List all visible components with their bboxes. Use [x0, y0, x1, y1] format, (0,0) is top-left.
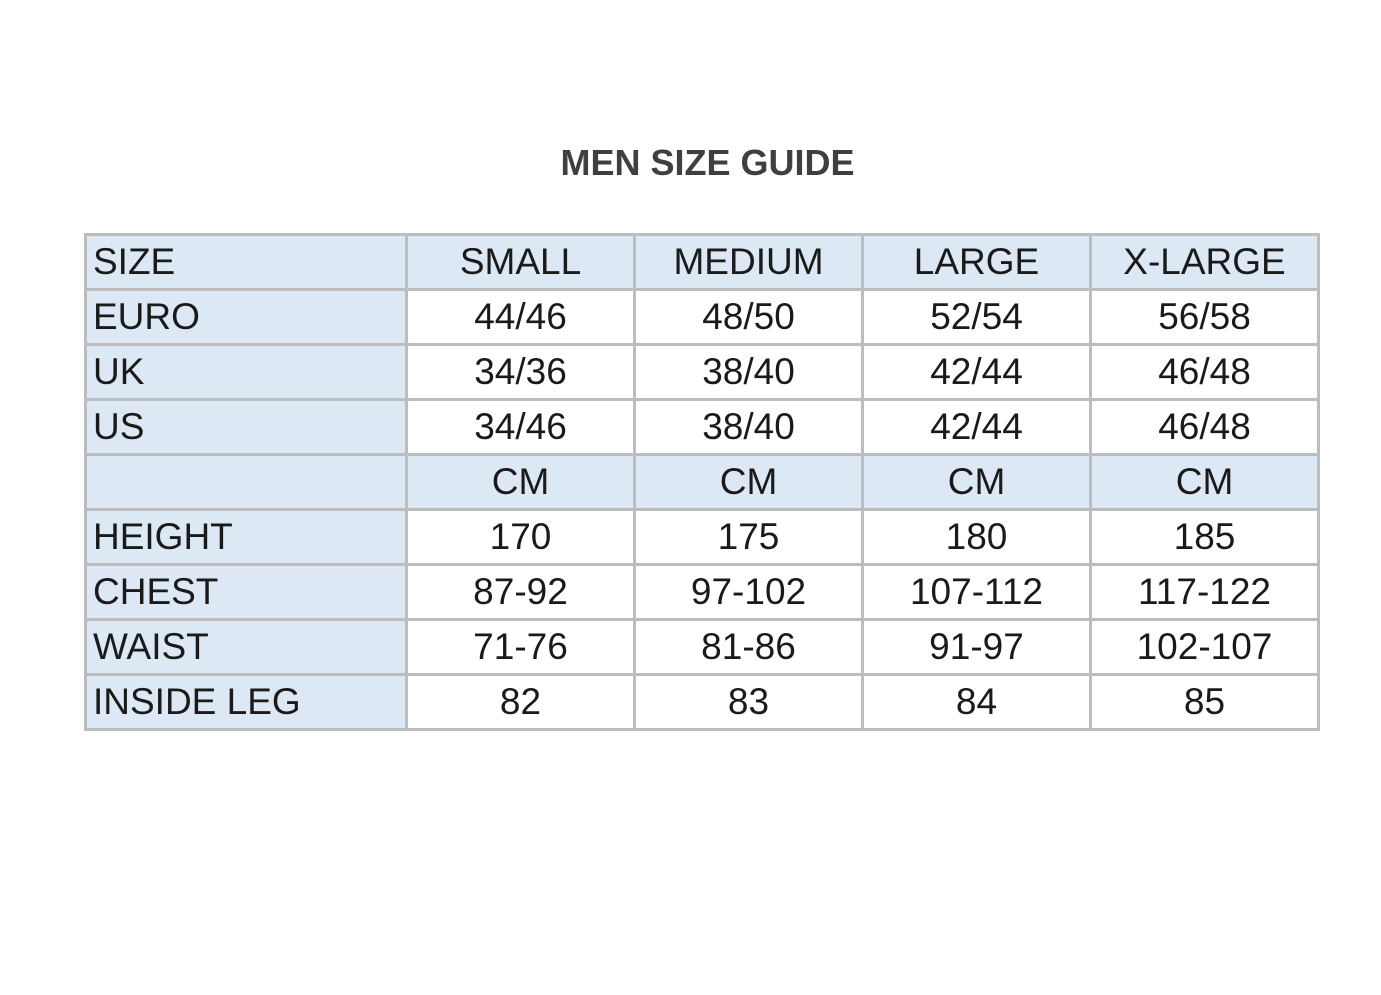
table-cell: X-LARGE	[1089, 233, 1320, 291]
table-cell: CM	[405, 453, 636, 511]
table-row: CHEST 87-92 97-102 107-112 117-122	[84, 563, 1320, 621]
table-row: CM CM CM CM	[84, 453, 1320, 511]
table-cell: 71-76	[405, 618, 636, 676]
table-cell: 87-92	[405, 563, 636, 621]
table-cell: LARGE	[861, 233, 1092, 291]
table-cell: 82	[405, 673, 636, 731]
row-label: WAIST	[84, 618, 408, 676]
table-cell: 34/36	[405, 343, 636, 401]
row-label	[84, 453, 408, 511]
table-cell: 42/44	[861, 343, 1092, 401]
row-label: SIZE	[84, 233, 408, 291]
table-cell: 34/46	[405, 398, 636, 456]
row-label: EURO	[84, 288, 408, 346]
table-cell: 46/48	[1089, 398, 1320, 456]
table-cell: 170	[405, 508, 636, 566]
table-cell: CM	[861, 453, 1092, 511]
page-title: MEN SIZE GUIDE	[560, 142, 855, 183]
table-cell: 180	[861, 508, 1092, 566]
table-cell: 46/48	[1089, 343, 1320, 401]
table-cell: 56/58	[1089, 288, 1320, 346]
size-table: SIZE SMALL MEDIUM LARGE X-LARGE EURO 44/46 48/5…	[84, 233, 1320, 731]
table-cell: MEDIUM	[633, 233, 864, 291]
table-cell: CM	[1089, 453, 1320, 511]
table-cell: 85	[1089, 673, 1320, 731]
table-cell: 44/46	[405, 288, 636, 346]
table-cell: 175	[633, 508, 864, 566]
row-label: UK	[84, 343, 408, 401]
table-cell: 42/44	[861, 398, 1092, 456]
table-cell: 97-102	[633, 563, 864, 621]
table-cell: CM	[633, 453, 864, 511]
table-cell: 107-112	[861, 563, 1092, 621]
table-cell: 91-97	[861, 618, 1092, 676]
table-cell: 185	[1089, 508, 1320, 566]
table-row: EURO 44/46 48/50 52/54 56/58	[84, 288, 1320, 346]
table-cell: 38/40	[633, 343, 864, 401]
table-cell: 84	[861, 673, 1092, 731]
table-cell: SMALL	[405, 233, 636, 291]
row-label: US	[84, 398, 408, 456]
table-cell: 48/50	[633, 288, 864, 346]
row-label: CHEST	[84, 563, 408, 621]
table-cell: 81-86	[633, 618, 864, 676]
table-row: SIZE SMALL MEDIUM LARGE X-LARGE	[84, 233, 1320, 291]
table-row: UK 34/36 38/40 42/44 46/48	[84, 343, 1320, 401]
table-row: INSIDE LEG 82 83 84 85	[84, 673, 1320, 731]
table-cell: 52/54	[861, 288, 1092, 346]
table-row: WAIST 71-76 81-86 91-97 102-107	[84, 618, 1320, 676]
table-cell: 117-122	[1089, 563, 1320, 621]
row-label: INSIDE LEG	[84, 673, 408, 731]
row-label: HEIGHT	[84, 508, 408, 566]
table-row: HEIGHT 170 175 180 185	[84, 508, 1320, 566]
table-row: US 34/46 38/40 42/44 46/48	[84, 398, 1320, 456]
table-cell: 83	[633, 673, 864, 731]
table-cell: 38/40	[633, 398, 864, 456]
table-cell: 102-107	[1089, 618, 1320, 676]
